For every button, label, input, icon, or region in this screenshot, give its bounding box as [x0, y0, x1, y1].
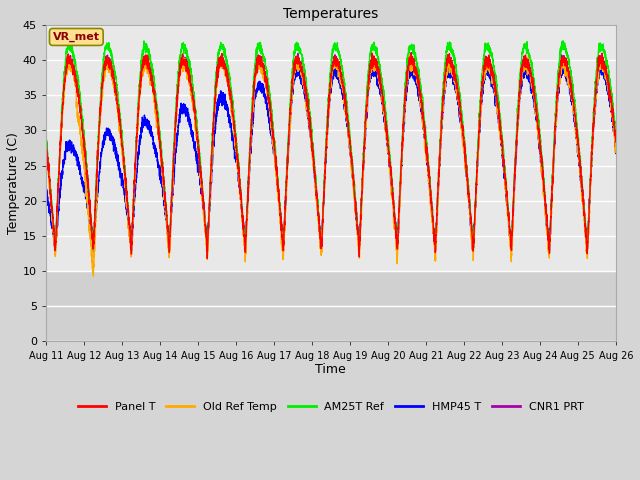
Y-axis label: Temperature (C): Temperature (C)	[7, 132, 20, 234]
Title: Temperatures: Temperatures	[284, 7, 378, 21]
Bar	[46, 271, 616, 341]
Legend: Panel T, Old Ref Temp, AM25T Ref, HMP45 T, CNR1 PRT: Panel T, Old Ref Temp, AM25T Ref, HMP45 …	[74, 398, 588, 417]
Text: VR_met: VR_met	[53, 32, 100, 42]
X-axis label: Time: Time	[316, 363, 346, 376]
